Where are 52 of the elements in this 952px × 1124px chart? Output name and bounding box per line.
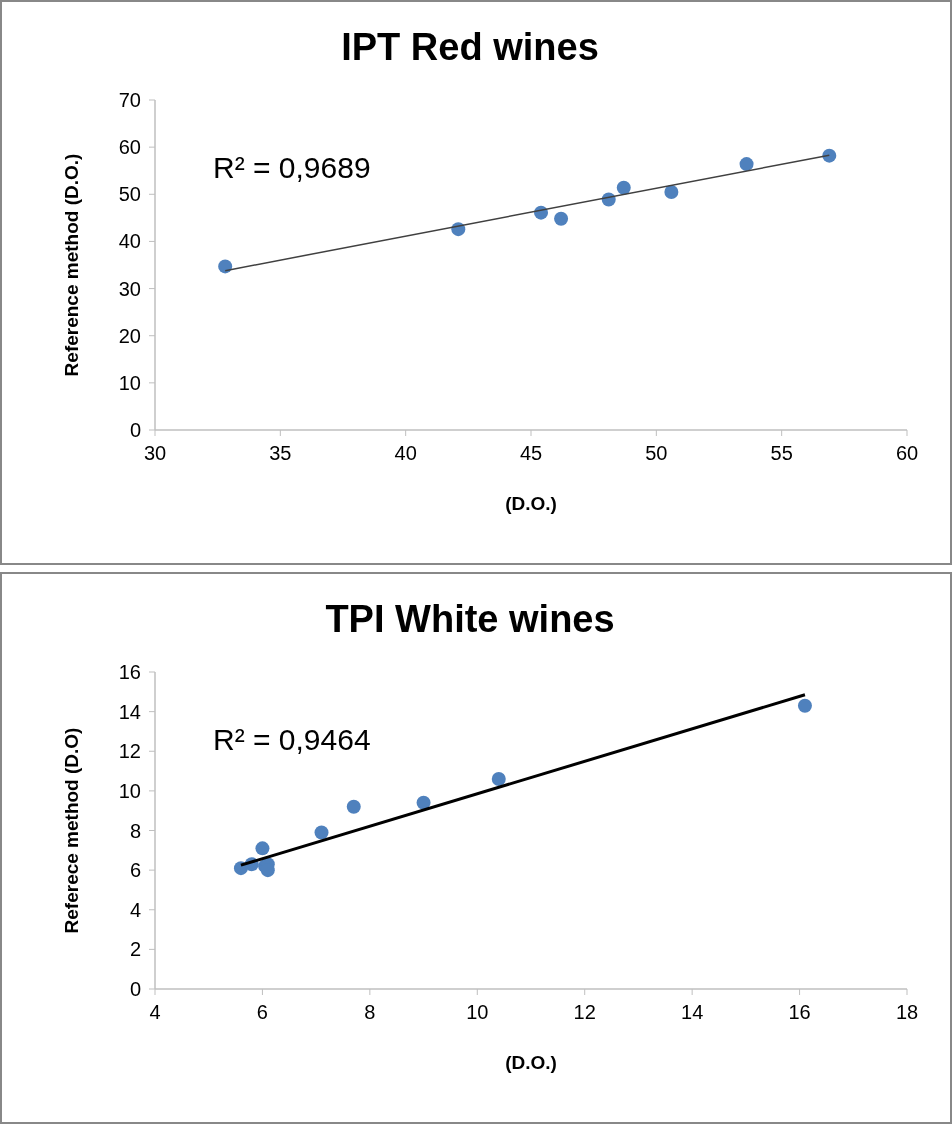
annotation: R² = 0,9464 [213,723,371,756]
x-tick-label: 50 [645,442,668,464]
point [218,259,233,274]
x-tick-label: 12 [573,1001,596,1023]
y-tick-label: 70 [118,89,141,111]
y-tick-label: 20 [118,324,141,347]
x-tick-label: 40 [394,442,417,464]
point [822,148,837,163]
point [664,184,679,199]
point [346,799,361,814]
y-tick-label: 40 [118,230,141,253]
y-tick-label: 16 [118,661,141,683]
point [255,841,270,856]
point [739,157,754,172]
y-tick-label: 60 [118,136,141,159]
annotation: R² = 0,9689 [213,151,371,184]
x-axis-title: (D.O.) [505,1052,557,1073]
x-tick-label: 10 [466,1001,489,1023]
point [491,771,506,786]
y-tick-label: 30 [118,277,141,300]
y-tick-label: 14 [118,700,141,723]
y-axis-title: Referece method (D.O) [61,727,82,934]
point [554,211,569,226]
point [314,825,329,840]
y-axis-title: Reference method (D.O.) [61,153,82,377]
x-tick-label: 45 [519,442,543,464]
x-tick-label: 4 [149,1001,161,1023]
chart-title: IPT Red wines [341,26,599,68]
y-tick-label: 0 [129,978,141,1000]
x-tick-label: 55 [770,442,793,464]
y-tick-label: 8 [129,819,141,842]
y-tick-label: 0 [129,419,141,441]
y-tick-label: 10 [118,779,141,802]
y-tick-label: 6 [129,859,141,882]
x-tick-label: 16 [788,1001,811,1023]
x-tick-label: 60 [895,442,919,464]
y-tick-label: 10 [118,371,141,394]
x-axis-title: (D.O.) [505,493,557,514]
x-tick-label: 35 [269,442,292,464]
point [797,698,812,713]
x-tick-label: 8 [364,1001,376,1023]
x-tick-label: 30 [143,442,167,464]
y-tick-label: 50 [118,183,141,206]
y-tick-label: 4 [129,898,141,921]
point [416,795,431,810]
y-tick-label: 2 [129,938,141,961]
point [616,180,631,195]
y-tick-label: 12 [118,740,141,763]
x-tick-label: 6 [256,1001,268,1023]
x-tick-label: 18 [895,1001,919,1023]
chart-title: TPI White wines [325,598,615,640]
x-tick-label: 14 [681,1001,704,1023]
